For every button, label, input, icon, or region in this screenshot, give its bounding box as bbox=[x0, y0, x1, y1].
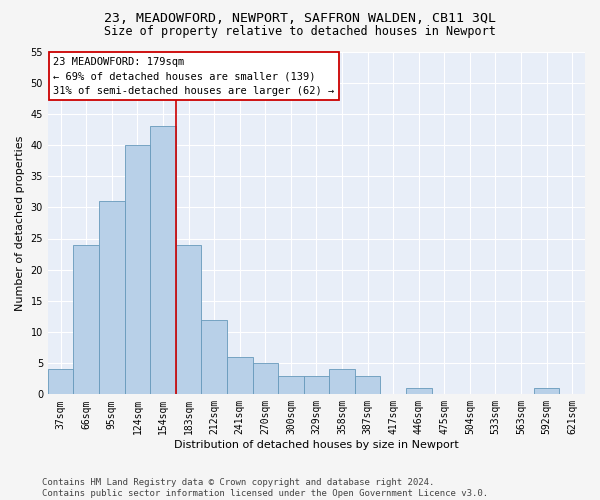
Bar bbox=[150, 126, 176, 394]
Bar bbox=[253, 363, 278, 394]
Bar bbox=[227, 357, 253, 395]
Bar bbox=[202, 320, 227, 394]
Bar bbox=[125, 145, 150, 394]
Text: Size of property relative to detached houses in Newport: Size of property relative to detached ho… bbox=[104, 25, 496, 38]
Text: Contains HM Land Registry data © Crown copyright and database right 2024.
Contai: Contains HM Land Registry data © Crown c… bbox=[42, 478, 488, 498]
Bar bbox=[406, 388, 431, 394]
X-axis label: Distribution of detached houses by size in Newport: Distribution of detached houses by size … bbox=[174, 440, 459, 450]
Bar bbox=[176, 244, 202, 394]
Y-axis label: Number of detached properties: Number of detached properties bbox=[15, 135, 25, 310]
Bar bbox=[73, 244, 99, 394]
Bar bbox=[304, 376, 329, 394]
Bar bbox=[48, 370, 73, 394]
Bar bbox=[99, 201, 125, 394]
Text: 23, MEADOWFORD, NEWPORT, SAFFRON WALDEN, CB11 3QL: 23, MEADOWFORD, NEWPORT, SAFFRON WALDEN,… bbox=[104, 12, 496, 26]
Bar bbox=[329, 370, 355, 394]
Text: 23 MEADOWFORD: 179sqm
← 69% of detached houses are smaller (139)
31% of semi-det: 23 MEADOWFORD: 179sqm ← 69% of detached … bbox=[53, 56, 335, 96]
Bar bbox=[534, 388, 559, 394]
Bar bbox=[278, 376, 304, 394]
Bar bbox=[355, 376, 380, 394]
